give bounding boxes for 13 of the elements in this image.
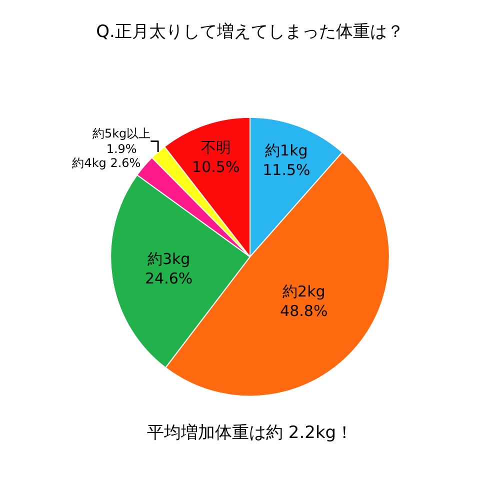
- data-label: 11.5%: [262, 161, 310, 180]
- data-label: 10.5%: [192, 158, 240, 176]
- chart-title: Q.正月太りして増えてしまった体重は？: [96, 22, 404, 42]
- slice-label: 不明: [200, 138, 231, 156]
- slice-label: 約2kg: [282, 282, 326, 300]
- slice-label: 約1kg: [265, 142, 308, 160]
- slice-label: 約3kg: [147, 250, 190, 268]
- data-label: 24.6%: [144, 270, 193, 288]
- data-label: 48.8%: [280, 302, 328, 320]
- slice-label: 約5kg以上: [92, 126, 151, 140]
- slice-label: 約4kg 2.6%: [72, 156, 141, 170]
- data-label: 1.9%: [106, 142, 137, 156]
- text: 平均増加体重は約 2.2kg！: [147, 423, 354, 443]
